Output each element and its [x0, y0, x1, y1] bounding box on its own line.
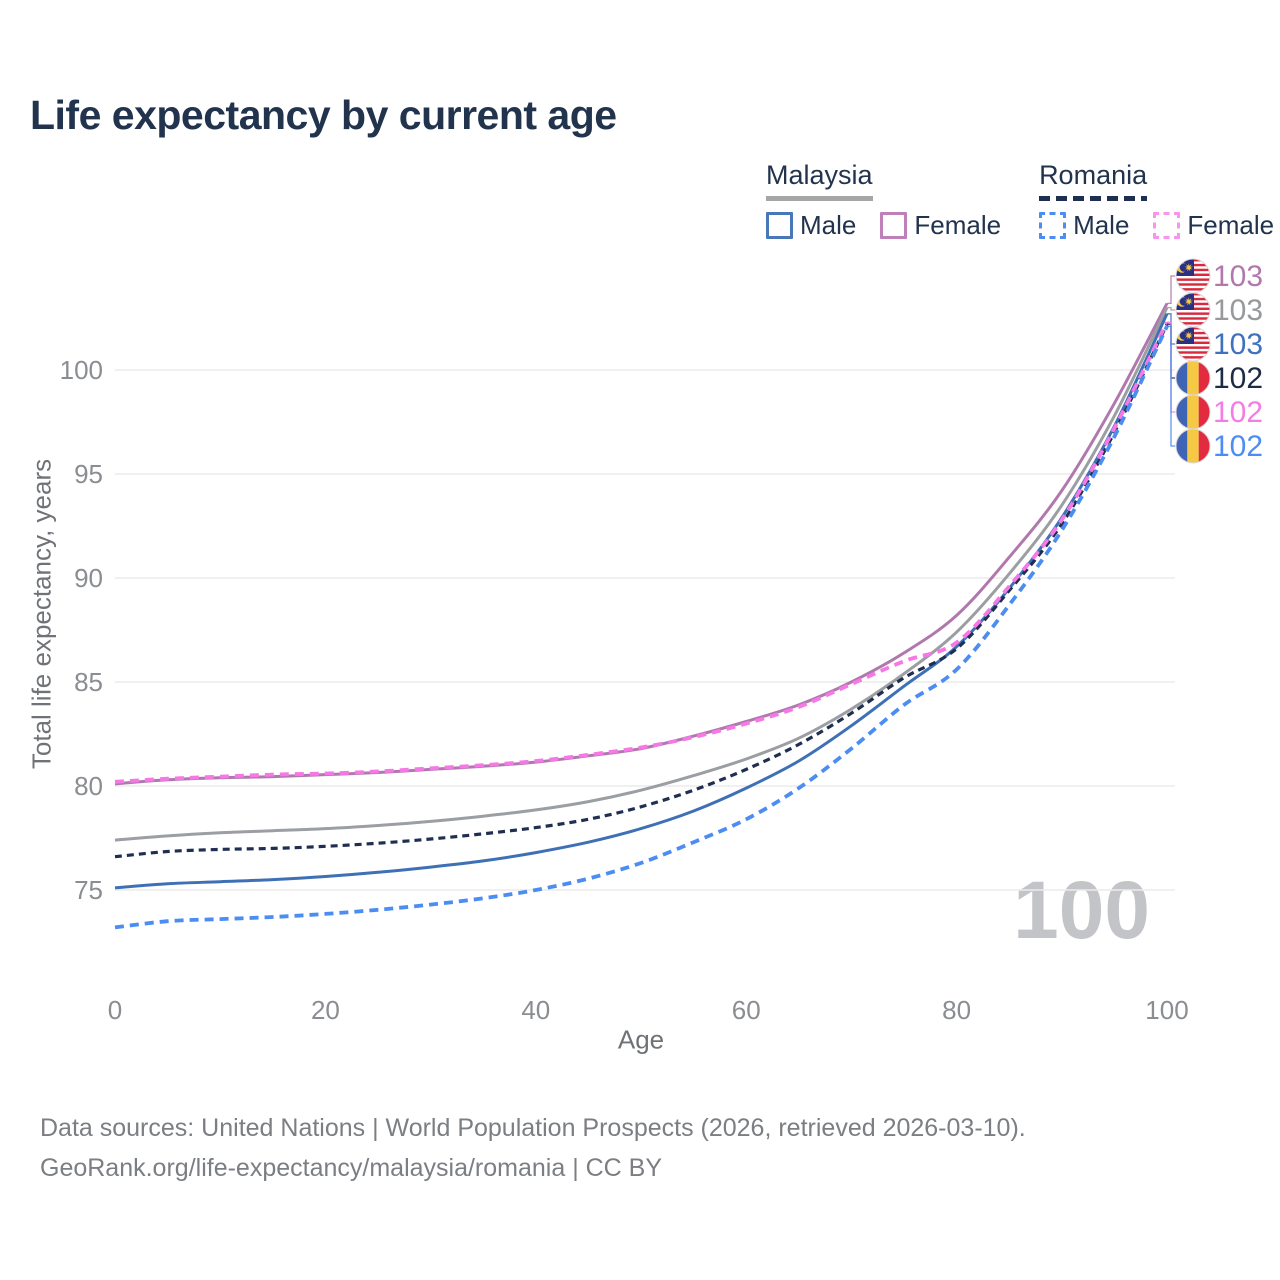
end-value-label: 103	[1213, 328, 1263, 361]
y-tick-label: 85	[74, 667, 103, 697]
malaysia-female-swatch-icon	[880, 212, 908, 239]
series-line-malaysia-male[interactable]	[114, 313, 1169, 890]
legend-country-romania[interactable]: Romania	[1039, 160, 1148, 201]
legend-country-label: Romania	[1039, 160, 1148, 190]
end-value-label: 103	[1213, 260, 1263, 293]
romania-flag-icon	[1175, 360, 1211, 396]
end-label-connector	[1167, 306, 1175, 311]
legend-group-romania: Romania Male Female	[1039, 160, 1274, 241]
legend-item-romania-female[interactable]: Female	[1153, 210, 1274, 241]
end-label-connector	[1167, 325, 1175, 447]
end-value-label: 103	[1213, 294, 1263, 327]
x-axis-title: Age	[617, 1024, 665, 1055]
series-line-romania-all[interactable]	[114, 323, 1169, 859]
legend-item-malaysia-male[interactable]: Male	[766, 210, 856, 241]
legend-item-malaysia-female[interactable]: Female	[880, 210, 1001, 241]
malaysia-flag-icon	[1175, 258, 1211, 294]
x-tick-label: 40	[521, 995, 550, 1025]
malaysia-flag-icon	[1175, 326, 1211, 362]
legend-item-label: Male	[1073, 210, 1130, 240]
series-line-malaysia-all[interactable]	[114, 306, 1169, 842]
footer: Data sources: United Nations | World Pop…	[40, 1108, 1026, 1188]
y-tick-label: 90	[74, 563, 103, 593]
age-counter-watermark: 100	[1013, 865, 1150, 956]
malaysia-line-style-sample	[766, 196, 873, 201]
end-value-label: 102	[1213, 396, 1263, 429]
series-line-romania-male[interactable]	[114, 325, 1169, 930]
romania-line-style-sample	[1039, 196, 1148, 201]
y-tick-label: 80	[74, 771, 103, 801]
page-title: Life expectancy by current age	[30, 92, 617, 138]
attribution-text: GeoRank.org/life-expectancy/malaysia/rom…	[40, 1154, 663, 1182]
y-tick-label: 95	[74, 459, 103, 489]
legend-item-romania-male[interactable]: Male	[1039, 210, 1129, 241]
romania-flag-icon	[1175, 428, 1211, 464]
y-tick-label: 75	[74, 875, 103, 905]
series-line-romania-female[interactable]	[114, 321, 1169, 784]
romania-male-swatch-icon	[1039, 212, 1067, 239]
malaysia-male-swatch-icon	[766, 212, 793, 239]
legend-country-malaysia[interactable]: Malaysia	[766, 160, 873, 201]
romania-flag-icon	[1175, 394, 1211, 430]
legend-country-label: Malaysia	[766, 160, 873, 190]
end-value-label: 102	[1213, 362, 1263, 395]
legend-item-label: Female	[914, 210, 1002, 240]
x-tick-label: 60	[732, 995, 761, 1025]
x-tick-label: 0	[108, 995, 122, 1025]
x-tick-label: 80	[942, 995, 971, 1025]
malaysia-flag-icon	[1175, 292, 1211, 328]
romania-female-swatch-icon	[1153, 212, 1181, 239]
series-line-malaysia-female[interactable]	[114, 302, 1169, 786]
legend-item-label: Male	[800, 210, 857, 240]
y-tick-label: 100	[60, 355, 103, 385]
legend-group-malaysia: Malaysia Male Female	[766, 160, 1001, 241]
legend-item-label: Female	[1187, 210, 1275, 240]
end-value-label: 102	[1213, 430, 1263, 463]
x-tick-label: 100	[1145, 995, 1188, 1025]
chart-legend: Malaysia Male Female Romania	[766, 160, 1274, 241]
end-label-connector	[1167, 275, 1175, 305]
x-tick-label: 20	[311, 995, 340, 1025]
data-source-text: Data sources: United Nations | World Pop…	[40, 1114, 1026, 1142]
